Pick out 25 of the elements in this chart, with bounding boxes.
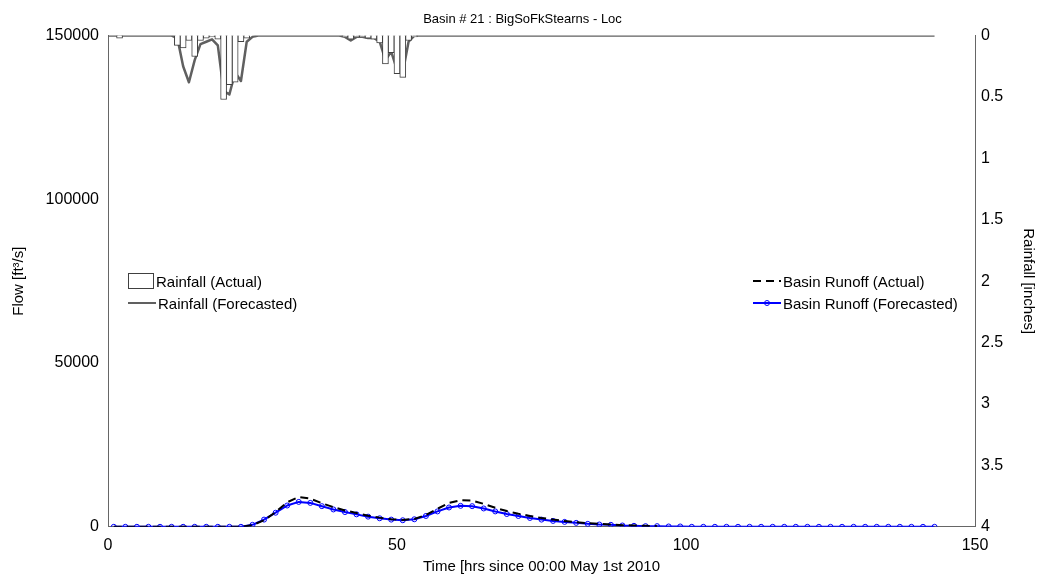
y-tick-label: 150000 [45,26,100,44]
y2-tick-label: 3.5 [981,455,1004,473]
y2-axis-title: Rainfall [inches] [1020,228,1038,335]
y-tick-label: 50000 [54,353,100,371]
y-axis-title: Flow [ft³/s] [9,246,27,316]
y2-tick-label: 1.5 [981,210,1004,228]
y2-tick-label: 2.5 [981,333,1004,351]
y2-tick-label: 0.5 [981,87,1004,105]
x-axis-title: Time [hrs since 00:00 May 1st 2010 [422,557,661,575]
x-tick-label: 150 [961,535,989,553]
legend-label: Rainfall (Forecasted) [158,294,298,312]
legend-label: Basin Runoff (Actual) [783,272,925,290]
chart-title: Basin # 21 : BigSoFkStearns - Loc [423,11,623,27]
y-tick-label: 0 [90,517,100,535]
y2-tick-label: 2 [981,271,990,289]
y2-tick-label: 1 [981,148,990,166]
legend-label: Rainfall (Actual) [156,272,262,290]
legend-label: Basin Runoff (Forecasted) [783,294,958,312]
y-tick-label: 100000 [45,189,100,207]
x-tick-label: 0 [103,535,113,553]
y2-tick-label: 0 [981,26,990,44]
x-tick-label: 50 [388,535,406,553]
x-tick-label: 100 [672,535,700,553]
y2-tick-label: 4 [981,517,990,535]
y2-tick-label: 3 [981,394,990,412]
